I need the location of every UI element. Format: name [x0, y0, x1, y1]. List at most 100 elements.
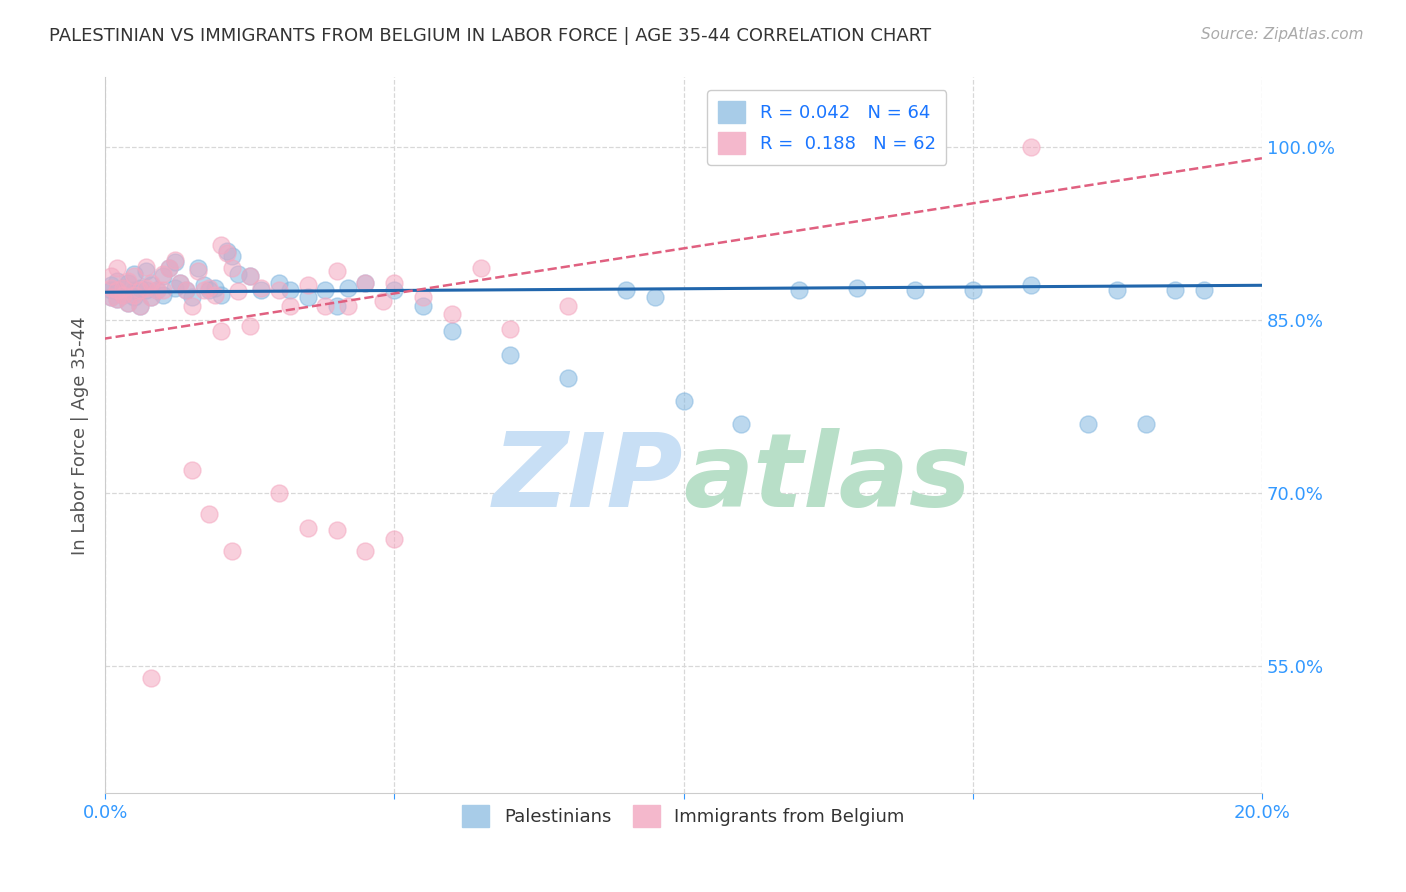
Point: [163, 280, 186, 294]
Point: [470, 260, 492, 275]
Point: [100, 290, 122, 304]
Point: [614, 283, 637, 297]
Point: [297, 290, 319, 304]
Point: [1192, 283, 1215, 297]
Point: [384, 276, 406, 290]
Point: [111, 280, 134, 294]
Point: [209, 287, 232, 301]
Point: [117, 295, 139, 310]
Point: [163, 255, 186, 269]
Point: [187, 260, 209, 275]
Text: PALESTINIAN VS IMMIGRANTS FROM BELGIUM IN LABOR FORCE | AGE 35-44 CORRELATION CH: PALESTINIAN VS IMMIGRANTS FROM BELGIUM I…: [49, 27, 931, 45]
Point: [239, 268, 262, 283]
Point: [141, 290, 163, 304]
Point: [152, 268, 174, 283]
Point: [111, 287, 134, 301]
Point: [441, 307, 464, 321]
Point: [181, 290, 204, 304]
Point: [105, 284, 128, 298]
Point: [187, 264, 209, 278]
Point: [181, 463, 204, 477]
Point: [157, 260, 180, 275]
Point: [962, 283, 984, 297]
Point: [141, 290, 163, 304]
Point: [100, 268, 122, 283]
Point: [198, 507, 221, 521]
Point: [499, 322, 522, 336]
Point: [181, 299, 204, 313]
Point: [122, 268, 145, 283]
Point: [157, 260, 180, 275]
Y-axis label: In Labor Force | Age 35-44: In Labor Force | Age 35-44: [72, 316, 89, 555]
Point: [314, 299, 336, 313]
Point: [1164, 283, 1187, 297]
Point: [412, 290, 434, 304]
Point: [221, 249, 243, 263]
Point: [325, 523, 347, 537]
Point: [846, 280, 869, 294]
Point: [111, 280, 134, 294]
Point: [117, 276, 139, 290]
Point: [644, 290, 666, 304]
Point: [297, 521, 319, 535]
Point: [129, 299, 152, 313]
Point: [371, 294, 394, 309]
Point: [1107, 283, 1129, 297]
Point: [135, 283, 157, 297]
Point: [122, 267, 145, 281]
Point: [1019, 278, 1042, 293]
Point: [325, 299, 347, 313]
Point: [904, 283, 927, 297]
Point: [122, 290, 145, 304]
Point: [135, 264, 157, 278]
Point: [193, 283, 215, 297]
Point: [122, 287, 145, 301]
Point: [198, 283, 221, 297]
Point: [267, 276, 290, 290]
Point: [129, 299, 152, 313]
Point: [215, 244, 238, 258]
Point: [141, 276, 163, 290]
Point: [100, 283, 122, 297]
Point: [117, 274, 139, 288]
Point: [169, 276, 191, 290]
Point: [412, 299, 434, 313]
Point: [337, 280, 360, 294]
Point: [209, 325, 232, 339]
Point: [174, 283, 197, 297]
Point: [226, 267, 249, 281]
Point: [209, 238, 232, 252]
Point: [325, 264, 347, 278]
Point: [146, 283, 169, 297]
Point: [239, 318, 262, 333]
Point: [267, 283, 290, 297]
Point: [354, 276, 377, 290]
Text: ZIP: ZIP: [494, 428, 683, 529]
Point: [226, 284, 249, 298]
Point: [105, 292, 128, 306]
Point: [239, 268, 262, 283]
Legend: Palestinians, Immigrants from Belgium: Palestinians, Immigrants from Belgium: [456, 798, 912, 834]
Point: [354, 276, 377, 290]
Point: [135, 260, 157, 274]
Point: [100, 278, 122, 293]
Point: [384, 283, 406, 297]
Point: [221, 260, 243, 275]
Point: [117, 295, 139, 310]
Point: [198, 280, 221, 294]
Point: [105, 292, 128, 306]
Point: [105, 283, 128, 297]
Point: [1135, 417, 1157, 431]
Point: [100, 290, 122, 304]
Point: [169, 276, 191, 290]
Text: atlas: atlas: [683, 428, 972, 529]
Point: [337, 299, 360, 313]
Point: [141, 671, 163, 685]
Point: [250, 283, 273, 297]
Point: [204, 287, 226, 301]
Point: [297, 278, 319, 293]
Point: [135, 280, 157, 294]
Point: [278, 283, 301, 297]
Point: [204, 280, 226, 294]
Point: [730, 417, 752, 431]
